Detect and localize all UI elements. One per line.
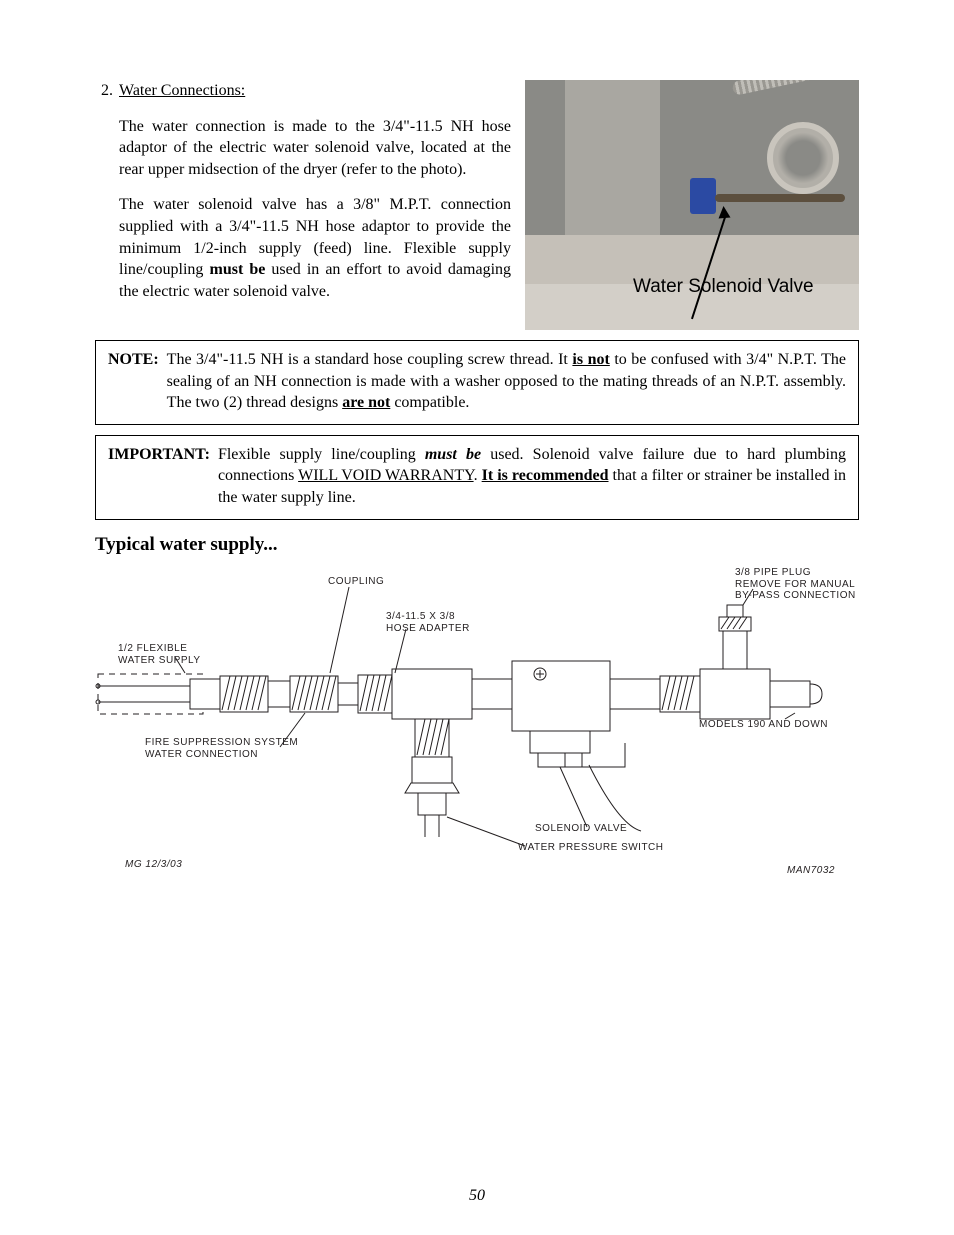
label-coupling: COUPLING — [328, 576, 384, 588]
important-label: IMPORTANT: — [108, 444, 218, 509]
important-boldunderline-1: It is recommended — [482, 467, 609, 484]
typical-water-supply-heading: Typical water supply... — [95, 532, 859, 558]
important-body-c: . — [474, 467, 482, 484]
label-fire-suppression: FIRE SUPPRESSION SYSTEM WATER CONNECTION — [145, 737, 298, 760]
note-underline-2: are not — [342, 394, 390, 411]
water-connections-block: 2. Water Connections: The water connecti… — [95, 80, 511, 330]
page-number: 50 — [0, 1185, 954, 1207]
photo-flex-conduit — [732, 80, 859, 96]
label-pressure-switch: WATER PRESSURE SWITCH — [518, 842, 664, 854]
paragraph-2: The water solenoid valve has a 3/8" M.P.… — [119, 194, 511, 302]
photo-fan-ring — [767, 122, 839, 194]
note-underline-1: is not — [572, 351, 609, 368]
label-ref: MAN7032 — [787, 865, 835, 877]
photo-valve-icon — [690, 178, 716, 214]
photo-pipe-icon — [715, 194, 845, 202]
paragraph-1: The water connection is made to the 3/4"… — [119, 116, 511, 181]
label-flex-supply: 1/2 FLEXIBLE WATER SUPPLY — [118, 643, 201, 666]
water-solenoid-photo: Water Solenoid Valve — [525, 80, 859, 330]
label-date: MG 12/3/03 — [125, 859, 182, 871]
note-label: NOTE: — [108, 349, 167, 414]
label-hose-adapter: 3/4-11.5 X 3/8 HOSE ADAPTER — [386, 611, 470, 634]
list-number: 2. — [95, 80, 119, 330]
section-heading: Water Connections: — [119, 80, 511, 102]
important-box: IMPORTANT: Flexible supply line/coupling… — [95, 435, 859, 520]
important-body: Flexible supply line/coupling must be us… — [218, 444, 846, 509]
photo-arrow-head-icon — [717, 205, 730, 218]
note-body-a: The 3/4"-11.5 NH is a standard hose coup… — [167, 351, 573, 368]
note-body-c: compatible. — [390, 394, 469, 411]
label-solenoid: SOLENOID VALVE — [535, 823, 627, 835]
water-supply-diagram: COUPLING 3/4-11.5 X 3/8 HOSE ADAPTER 1/2… — [95, 561, 857, 881]
photo-panel — [565, 80, 660, 250]
note-box: NOTE: The 3/4"-11.5 NH is a standard hos… — [95, 340, 859, 425]
important-bolditalic-1: must be — [425, 446, 481, 463]
para2-bold: must be — [210, 261, 266, 278]
important-underline-1: WILL VOID WARRANTY — [298, 467, 473, 484]
label-models: MODELS 190 AND DOWN — [699, 719, 828, 731]
important-body-a: Flexible supply line/coupling — [218, 446, 425, 463]
label-pipe-plug: 3/8 PIPE PLUG REMOVE FOR MANUAL BY-PASS … — [735, 567, 856, 602]
note-body: The 3/4"-11.5 NH is a standard hose coup… — [167, 349, 846, 414]
photo-label: Water Solenoid Valve — [633, 274, 814, 300]
